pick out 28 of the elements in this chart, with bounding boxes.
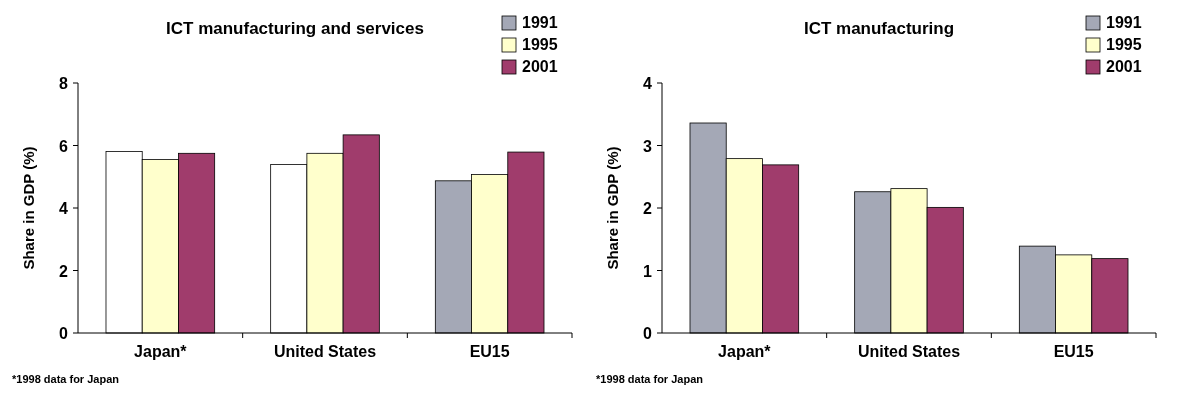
y-tick-label: 8 bbox=[59, 75, 69, 92]
x-tick-label: United States bbox=[857, 343, 961, 360]
x-tick-label: EU15 bbox=[469, 343, 510, 360]
legend-label: 1991 bbox=[522, 14, 558, 31]
legend-label: 1995 bbox=[1106, 36, 1142, 53]
y-tick-label: 6 bbox=[59, 137, 69, 155]
y-tick-label: 4 bbox=[59, 200, 69, 217]
y-axis-title: Share in GDP (%) bbox=[604, 146, 621, 270]
y-tick-label: 1 bbox=[643, 262, 653, 280]
y-tick-label: 2 bbox=[59, 262, 69, 280]
legend-label: 2001 bbox=[1106, 58, 1142, 75]
x-tick-label: Japan* bbox=[718, 343, 772, 360]
legend-label: 1995 bbox=[522, 36, 558, 53]
y-axis-title: Share in GDP (%) bbox=[20, 146, 37, 270]
x-tick-label: United States bbox=[273, 343, 377, 360]
chart-title: ICT manufacturing bbox=[803, 19, 955, 38]
y-tick-label: 0 bbox=[59, 325, 69, 342]
y-tick-label: 0 bbox=[643, 325, 653, 342]
x-tick-label: Japan* bbox=[134, 343, 188, 360]
y-tick-label: 2 bbox=[643, 200, 653, 217]
text: *1998 data for Japan bbox=[596, 373, 704, 385]
x-tick-label: EU15 bbox=[1053, 343, 1094, 360]
y-tick-label: 4 bbox=[643, 75, 653, 92]
y-tick-label: 3 bbox=[643, 137, 653, 155]
legend-label: 1991 bbox=[1106, 14, 1142, 31]
chart-title: ICT manufacturing and services bbox=[166, 19, 424, 38]
legend-label: 2001 bbox=[522, 58, 558, 75]
text: *1998 data for Japan bbox=[12, 373, 120, 385]
